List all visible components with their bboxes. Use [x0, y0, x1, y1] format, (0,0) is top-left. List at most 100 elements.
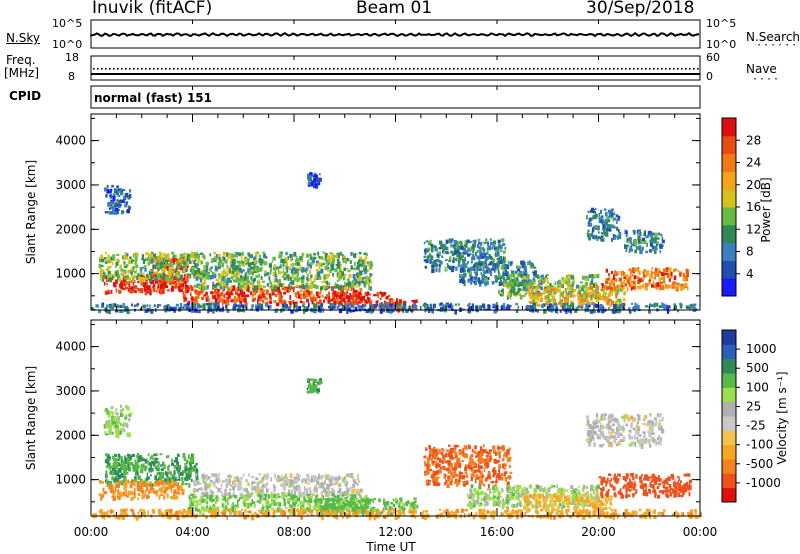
heat-cell — [296, 278, 300, 282]
heat-cell — [556, 285, 561, 288]
heat-cell — [223, 275, 226, 280]
heat-cell — [329, 268, 332, 274]
heat-cell — [311, 284, 314, 288]
heat-cell — [154, 475, 158, 481]
heat-cell — [502, 250, 506, 254]
heat-cell — [249, 286, 251, 289]
heat-cell — [259, 284, 263, 288]
heat-cell — [306, 298, 309, 303]
heat-cell — [460, 245, 464, 251]
heat-cell — [391, 507, 394, 510]
heat-cell — [584, 282, 588, 286]
heat-cell — [536, 274, 539, 279]
heat-cell — [589, 218, 591, 222]
heat-cell — [485, 270, 488, 273]
heat-cell — [118, 274, 121, 277]
heat-cell — [501, 243, 504, 247]
heat-cell — [249, 254, 254, 259]
heat-cell — [358, 275, 361, 280]
heat-cell — [145, 252, 149, 256]
heat-cell — [343, 301, 348, 306]
heat-cell — [599, 307, 602, 311]
heat-cell — [315, 478, 318, 481]
heat-cell — [637, 267, 640, 270]
heat-cell — [488, 254, 491, 259]
heat-cell — [163, 305, 166, 311]
heat-cell — [144, 265, 147, 268]
heat-cell — [577, 296, 581, 302]
heat-cell — [501, 238, 505, 242]
heat-cell — [144, 468, 147, 472]
heat-cell — [118, 283, 123, 288]
heat-cell — [581, 302, 585, 306]
heat-cell — [607, 219, 611, 223]
heat-cell — [149, 304, 151, 307]
heat-cell — [338, 493, 341, 497]
heat-cell — [197, 259, 200, 264]
heat-cell — [552, 298, 555, 303]
heat-cell — [136, 453, 139, 456]
heat-cell — [285, 251, 288, 256]
heat-cell — [113, 274, 116, 278]
heat-cell — [158, 488, 161, 491]
power-heatmap — [91, 172, 698, 315]
heat-cell — [297, 270, 300, 275]
heat-cell — [248, 473, 250, 477]
heat-cell — [255, 274, 259, 278]
heat-cell — [202, 253, 205, 259]
heat-cell — [193, 252, 196, 257]
heat-cell — [175, 275, 178, 280]
heat-cell — [356, 265, 359, 270]
heat-cell — [422, 304, 427, 307]
heat-cell — [609, 226, 612, 229]
heat-cell — [126, 453, 130, 457]
heat-cell — [333, 495, 337, 499]
heat-cell — [384, 292, 387, 296]
heat-cell — [604, 227, 607, 230]
heat-cell — [256, 489, 258, 494]
heat-cell — [317, 296, 321, 299]
heat-cell — [166, 473, 169, 478]
heat-cell — [237, 261, 240, 265]
heat-cell — [129, 483, 133, 489]
heat-cell — [485, 256, 490, 260]
heat-cell — [517, 305, 520, 309]
heat-cell — [356, 477, 360, 481]
heat-cell — [290, 309, 294, 314]
heat-cell — [478, 241, 480, 245]
heat-cell — [221, 257, 223, 263]
heat-cell — [295, 309, 299, 312]
heat-cell — [149, 456, 152, 461]
heat-cell — [334, 476, 337, 480]
heat-cell — [471, 303, 474, 309]
heat-cell — [159, 252, 162, 257]
heat-cell — [105, 279, 110, 282]
heat-cell — [328, 291, 331, 296]
heat-cell — [428, 240, 431, 245]
heat-cell — [306, 493, 311, 497]
heat-cell — [133, 253, 135, 258]
heat-cell — [283, 497, 286, 502]
heat-cell — [135, 264, 139, 269]
heat-cell — [202, 475, 206, 479]
heat-cell — [265, 272, 269, 276]
heat-cell — [459, 274, 463, 276]
heat-cell — [485, 280, 489, 286]
heat-cell — [329, 481, 332, 487]
heat-cell — [634, 284, 637, 289]
heat-cell — [253, 486, 257, 491]
heat-cell — [228, 492, 231, 497]
heat-cell — [269, 300, 272, 304]
heat-cell — [111, 185, 114, 188]
heat-cell — [322, 495, 325, 500]
heat-cell — [341, 499, 345, 502]
heat-cell — [262, 494, 266, 500]
heat-cell — [123, 458, 126, 462]
heat-cell — [149, 275, 152, 279]
heat-cell — [220, 483, 223, 488]
heat-cell — [615, 294, 618, 299]
heat-cell — [146, 274, 149, 278]
heat-cell — [667, 309, 669, 314]
heat-cell — [202, 474, 205, 477]
heat-cell — [115, 288, 118, 293]
